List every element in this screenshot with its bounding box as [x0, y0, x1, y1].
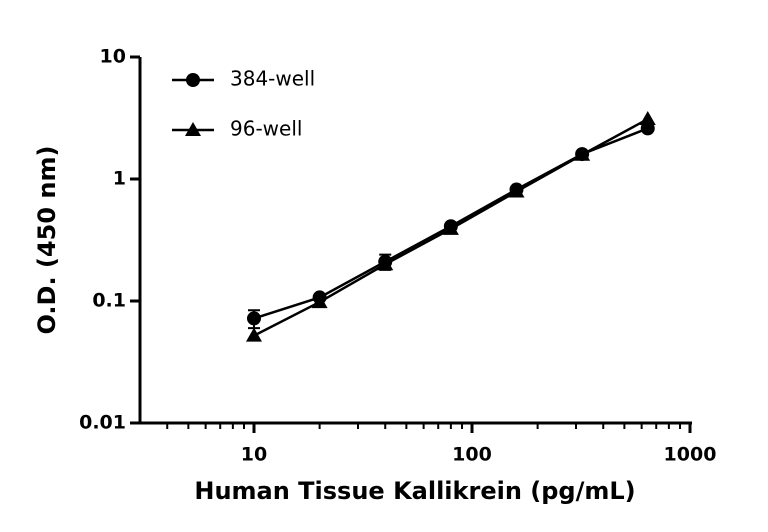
data-point — [442, 220, 459, 235]
y-tick-label: 10 — [100, 46, 126, 68]
data-point — [508, 183, 525, 198]
data-point — [246, 311, 261, 326]
data-point — [311, 294, 328, 309]
data-point — [574, 146, 591, 161]
legend-marker — [186, 73, 200, 87]
x-tick-label: 100 — [452, 444, 492, 466]
data-point — [639, 111, 656, 126]
x-tick-label: 10 — [241, 444, 267, 466]
legend-marker — [185, 122, 201, 136]
data-point — [245, 327, 262, 342]
legend-label: 384-well — [230, 67, 315, 91]
x-tick-label: 1000 — [664, 444, 717, 466]
data-point — [377, 256, 394, 271]
y-tick-label: 0.1 — [92, 290, 126, 312]
y-tick-label: 1 — [113, 168, 126, 190]
y-tick-label: 0.01 — [79, 412, 126, 434]
x-axis-title: Human Tissue Kallikrein (pg/mL) — [194, 477, 635, 505]
y-axis-title: O.D. (450 nm) — [33, 146, 61, 335]
legend-label: 96-well — [230, 117, 302, 141]
